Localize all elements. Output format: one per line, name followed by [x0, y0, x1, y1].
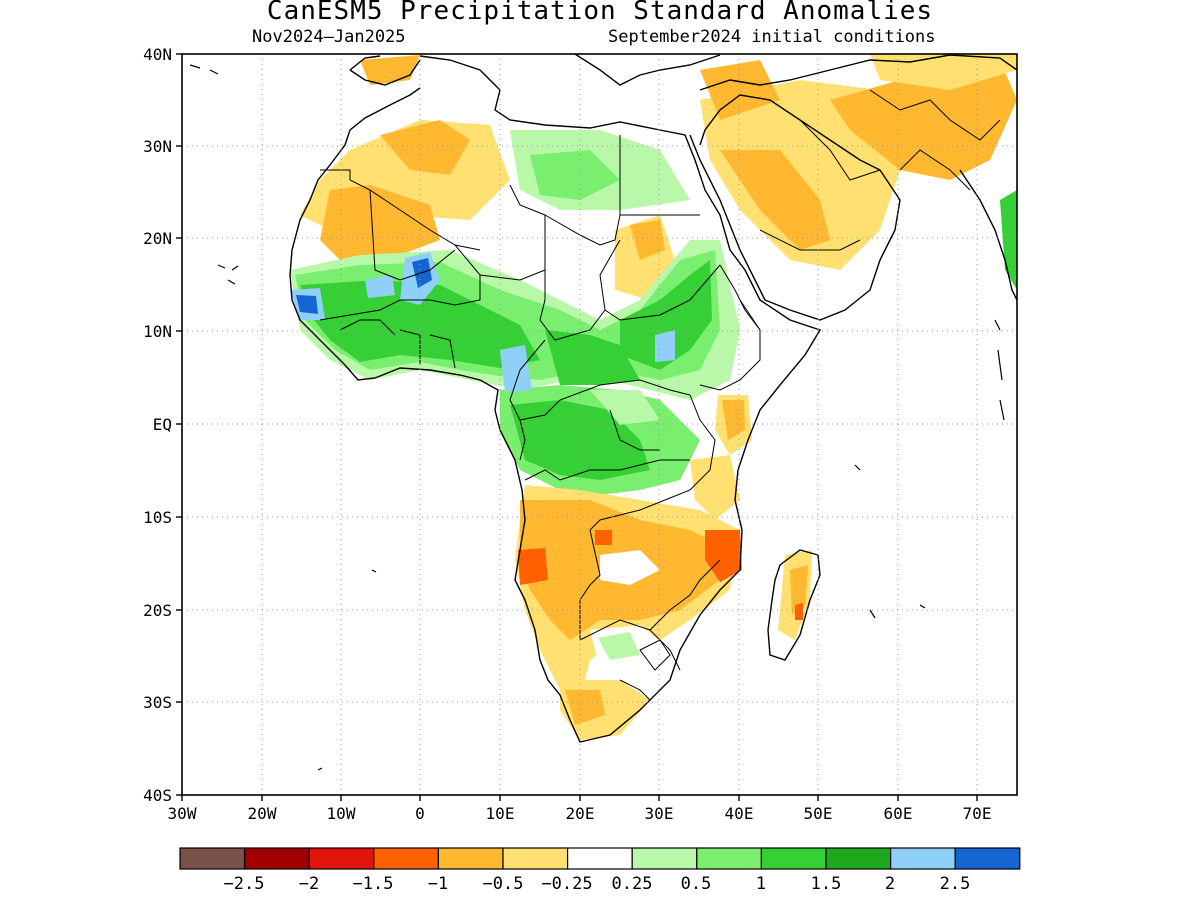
legend-label: 1.5 — [811, 874, 842, 894]
lat-label: 20S — [143, 601, 172, 620]
legend-label: −0.25 — [541, 874, 592, 894]
lon-label: 10E — [486, 804, 515, 823]
lat-label: 30N — [143, 137, 172, 156]
legend-swatch — [179, 847, 246, 870]
legend-swatch — [244, 847, 310, 870]
legend-label: −2.5 — [224, 874, 265, 894]
legend-label: −1 — [428, 874, 448, 894]
legend-swatch — [566, 847, 633, 870]
lon-labels: 30W 20W 10W 0 10E 20E 30E 40E 50E 60E 70… — [168, 804, 992, 823]
legend-swatch — [308, 847, 375, 870]
legend-label: 0.5 — [681, 874, 712, 894]
forecast-period: Nov2024–Jan2025 — [252, 27, 406, 47]
legend-swatch — [825, 847, 892, 870]
lat-label: 30S — [143, 693, 172, 712]
legend-swatch — [373, 847, 439, 870]
map-layers — [189, 54, 1017, 771]
legend-label: 1 — [756, 874, 766, 894]
lat-label: 40S — [143, 786, 172, 805]
lon-label: 70E — [963, 804, 992, 823]
country-borders — [319, 89, 1001, 701]
legend-label: 2.5 — [940, 874, 971, 894]
legend-swatch — [696, 847, 762, 870]
lat-label: 10S — [143, 508, 172, 527]
color-legend — [179, 847, 1021, 870]
lon-label: 40E — [725, 804, 754, 823]
lat-label: 40N — [143, 45, 172, 64]
legend-swatch — [502, 847, 569, 870]
lat-label: 20N — [143, 229, 172, 248]
legend-label: −2 — [299, 874, 319, 894]
legend-swatch — [437, 847, 504, 870]
initial-conditions: September2024 initial conditions — [608, 27, 936, 47]
lon-label: 20E — [566, 804, 595, 823]
legend-swatch — [954, 847, 1021, 870]
islands — [189, 64, 1005, 771]
coastlines — [289, 54, 1017, 743]
lon-label: 30W — [168, 804, 197, 823]
map-title: CanESM5 Precipitation Standard Anomalies — [266, 0, 934, 26]
lat-labels: 40N 30N 20N 10N EQ 10S 20S 30S 40S — [143, 45, 172, 805]
legend-swatch — [760, 847, 827, 870]
lon-label: 30E — [645, 804, 674, 823]
legend-label: −1.5 — [353, 874, 394, 894]
lon-label: 50E — [804, 804, 833, 823]
lon-label: 60E — [884, 804, 913, 823]
lon-label: 20W — [248, 804, 277, 823]
lon-label: 10W — [327, 804, 356, 823]
lat-label: EQ — [153, 415, 172, 434]
legend-labels: −2.5 −2 −1.5 −1 −0.5 −0.25 0.25 0.5 1 1.… — [224, 874, 971, 894]
axis-ticks — [176, 53, 978, 801]
legend-swatch — [631, 847, 698, 870]
legend-label: 0.25 — [612, 874, 653, 894]
graticule — [182, 54, 1017, 795]
legend-swatch — [889, 847, 956, 870]
lon-label: 0 — [415, 804, 425, 823]
legend-label: 2 — [885, 874, 895, 894]
legend-label: −0.5 — [483, 874, 524, 894]
lat-label: 10N — [143, 322, 172, 341]
